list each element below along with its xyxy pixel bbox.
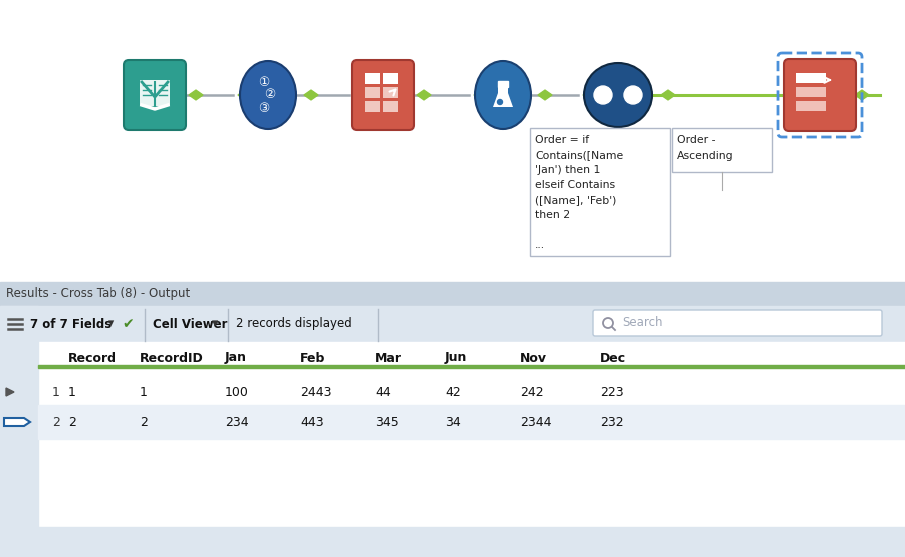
FancyBboxPatch shape [352, 60, 414, 130]
Text: 232: 232 [600, 416, 624, 428]
Text: then 2: then 2 [535, 210, 570, 220]
Polygon shape [493, 85, 513, 107]
Text: Contains([Name: Contains([Name [535, 150, 624, 160]
FancyBboxPatch shape [140, 80, 170, 106]
Bar [796, 101, 826, 111]
Text: 443: 443 [300, 416, 324, 428]
Text: RecordID: RecordID [140, 351, 204, 364]
Text: ▾: ▾ [212, 317, 218, 330]
Circle shape [594, 86, 612, 104]
Bar [0, 306, 38, 557]
Ellipse shape [584, 63, 652, 127]
Text: Ascending: Ascending [677, 151, 734, 161]
Bar [672, 128, 772, 172]
Text: Jan: Jan [225, 351, 247, 364]
Text: elseif Contains: elseif Contains [535, 180, 615, 190]
Text: 2443: 2443 [300, 385, 331, 398]
Bar [0, 306, 905, 342]
Text: 100: 100 [225, 385, 249, 398]
Bar [38, 405, 905, 439]
Text: 1: 1 [140, 385, 148, 398]
Text: ▾: ▾ [108, 317, 114, 330]
Circle shape [624, 86, 642, 104]
Text: 242: 242 [520, 385, 544, 398]
Text: Cell Viewer: Cell Viewer [153, 317, 227, 330]
Text: ([Name], 'Feb'): ([Name], 'Feb') [535, 195, 616, 205]
Text: Dec: Dec [600, 351, 626, 364]
Text: Feb: Feb [300, 351, 326, 364]
Text: ✔: ✔ [122, 317, 134, 331]
Bar [38, 365, 905, 368]
Text: Mar: Mar [375, 351, 402, 364]
Polygon shape [304, 90, 318, 100]
Polygon shape [474, 90, 488, 100]
Text: 34: 34 [445, 416, 461, 428]
Text: 2: 2 [52, 416, 60, 428]
Bar [383, 101, 398, 112]
Bar [365, 73, 380, 84]
Text: 'Jan') then 1: 'Jan') then 1 [535, 165, 600, 175]
Polygon shape [6, 388, 14, 396]
Text: ...: ... [535, 240, 545, 250]
Text: ③: ③ [258, 101, 270, 115]
Text: 234: 234 [225, 416, 249, 428]
Text: 42: 42 [445, 385, 461, 398]
Text: Jun: Jun [445, 351, 467, 364]
Polygon shape [354, 90, 368, 100]
Text: Order = if: Order = if [535, 135, 589, 145]
Bar [530, 128, 670, 256]
Bar [365, 87, 380, 98]
FancyBboxPatch shape [784, 59, 856, 131]
Text: 44: 44 [375, 385, 391, 398]
Text: 2 records displayed: 2 records displayed [236, 317, 352, 330]
Bar [383, 87, 398, 98]
Text: 2344: 2344 [520, 416, 551, 428]
Polygon shape [583, 90, 597, 100]
Text: ②: ② [264, 89, 276, 101]
Ellipse shape [475, 61, 531, 129]
Polygon shape [189, 90, 203, 100]
Text: Search: Search [622, 316, 662, 330]
Text: 2: 2 [68, 416, 76, 428]
Text: 1: 1 [68, 385, 76, 398]
Polygon shape [793, 90, 807, 100]
Polygon shape [661, 90, 675, 100]
Bar [38, 342, 905, 557]
Ellipse shape [240, 61, 296, 129]
Bar [796, 87, 826, 97]
Text: 7 of 7 Fields: 7 of 7 Fields [30, 317, 111, 330]
Text: Order -: Order - [677, 135, 716, 145]
Polygon shape [538, 90, 552, 100]
Text: 2: 2 [140, 416, 148, 428]
Polygon shape [855, 90, 869, 100]
Text: Record: Record [68, 351, 117, 364]
Text: ①: ① [258, 76, 270, 89]
Bar [0, 282, 905, 306]
Bar [498, 81, 508, 87]
Text: Results - Cross Tab (8) - Output: Results - Cross Tab (8) - Output [6, 287, 190, 300]
Bar [383, 73, 398, 84]
Text: 345: 345 [375, 416, 399, 428]
Text: Nov: Nov [520, 351, 547, 364]
Polygon shape [417, 90, 431, 100]
Text: 223: 223 [600, 385, 624, 398]
Bar [0, 527, 905, 557]
Polygon shape [4, 418, 30, 426]
Text: 1: 1 [52, 385, 60, 398]
Bar [796, 73, 826, 83]
Bar [0, 0, 905, 282]
Bar [365, 101, 380, 112]
Circle shape [498, 100, 502, 105]
Polygon shape [238, 90, 252, 100]
FancyBboxPatch shape [593, 310, 882, 336]
FancyBboxPatch shape [124, 60, 186, 130]
